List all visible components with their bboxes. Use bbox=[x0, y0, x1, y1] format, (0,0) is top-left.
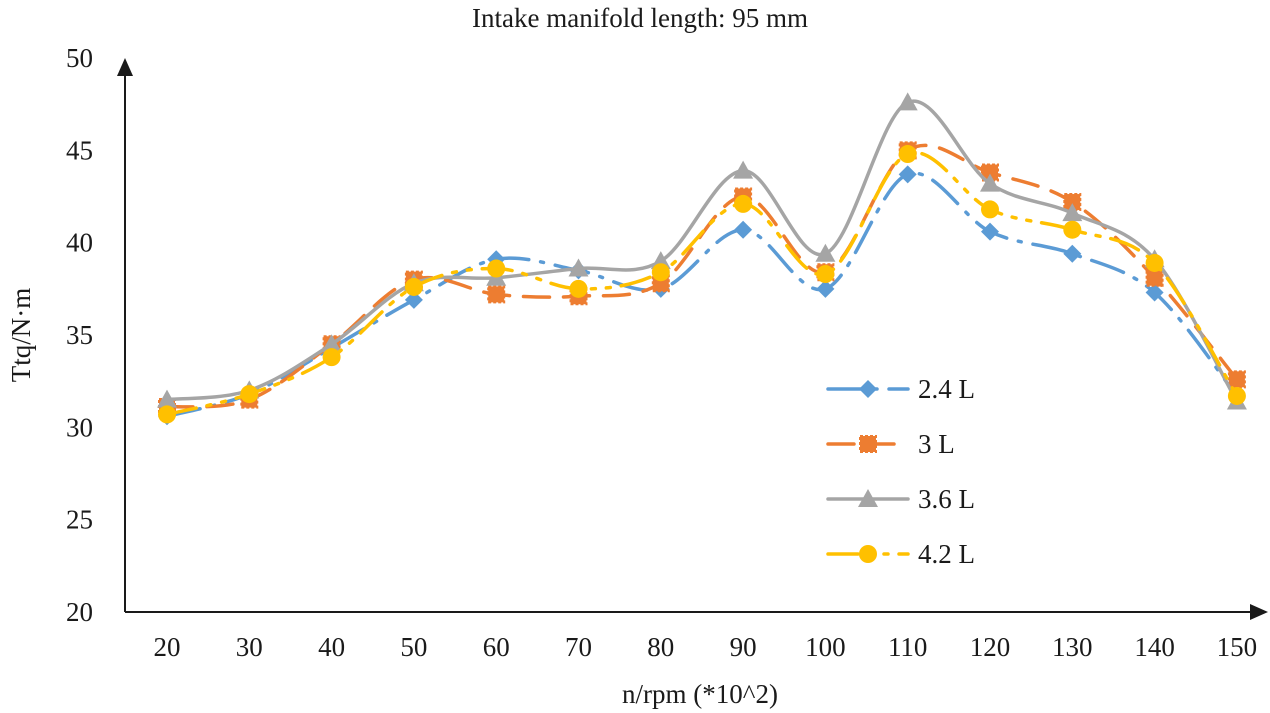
data-point-2-4l bbox=[898, 165, 917, 184]
x-tick-label: 100 bbox=[805, 632, 846, 662]
data-point-4-2l bbox=[734, 194, 753, 213]
series-2-4l bbox=[158, 165, 1246, 426]
series-3-6l bbox=[157, 92, 1247, 410]
legend-item-3l: 3 L bbox=[826, 429, 955, 459]
x-axis-label: n/rpm (*10^2) bbox=[622, 679, 778, 709]
x-tick-label: 140 bbox=[1134, 632, 1175, 662]
x-tick-label: 150 bbox=[1217, 632, 1258, 662]
chart-title: Intake manifold length: 95 mm bbox=[472, 3, 808, 33]
legend: 2.4 L 3 L 3.6 L 4.2 L bbox=[826, 374, 975, 569]
data-point-3-6l bbox=[815, 243, 836, 262]
y-tick-label: 30 bbox=[66, 412, 93, 442]
data-point-4-2l bbox=[1145, 253, 1164, 272]
data-point-4-2l bbox=[651, 263, 670, 282]
x-tick-label: 80 bbox=[647, 632, 674, 662]
y-tick-label: 25 bbox=[66, 505, 93, 535]
data-point-2-4l bbox=[816, 279, 835, 298]
x-tick-label: 30 bbox=[236, 632, 263, 662]
series-layer bbox=[157, 92, 1247, 426]
legend-label-4-2l: 4.2 L bbox=[918, 539, 975, 569]
x-tick-label: 20 bbox=[154, 632, 181, 662]
data-point-2-4l bbox=[1145, 283, 1164, 302]
data-point-4-2l bbox=[487, 259, 506, 278]
series-line-4-2l bbox=[165, 150, 1239, 417]
data-point-3-6l bbox=[1062, 203, 1083, 222]
y-tick-labels: 20 25 30 35 40 45 50 bbox=[66, 43, 93, 627]
data-point-3-6l bbox=[980, 173, 1000, 192]
x-tick-label: 130 bbox=[1052, 632, 1093, 662]
x-tick-label: 90 bbox=[730, 632, 757, 662]
legend-marker-3l bbox=[859, 435, 877, 453]
legend-label-3l: 3 L bbox=[918, 429, 955, 459]
legend-marker-2-4l bbox=[859, 380, 877, 398]
data-point-2-4l bbox=[734, 220, 753, 239]
x-tick-label: 120 bbox=[970, 632, 1011, 662]
x-axis-arrow bbox=[1250, 604, 1268, 620]
data-point-3l bbox=[487, 285, 506, 304]
data-point-3-6l bbox=[650, 251, 671, 270]
x-tick-label: 110 bbox=[888, 632, 928, 662]
data-point-4-2l bbox=[322, 348, 341, 367]
data-point-3-6l bbox=[733, 160, 754, 179]
data-point-4-2l bbox=[1227, 386, 1246, 405]
y-tick-label: 45 bbox=[66, 135, 93, 165]
legend-item-2-4l: 2.4 L bbox=[826, 374, 975, 404]
y-tick-label: 50 bbox=[66, 43, 93, 73]
x-tick-labels: 20 30 40 50 60 70 80 90 100 110 120 130 140 150 bbox=[154, 632, 1258, 662]
data-point-4-2l bbox=[981, 200, 999, 219]
data-point-2-4l bbox=[404, 290, 423, 309]
x-tick-label: 60 bbox=[483, 632, 510, 662]
data-point-3-6l bbox=[568, 258, 589, 277]
x-tick-label: 50 bbox=[400, 632, 427, 662]
y-tick-label: 40 bbox=[66, 228, 93, 258]
data-point-4-2l bbox=[158, 405, 176, 424]
legend-label-2-4l: 2.4 L bbox=[918, 374, 975, 404]
y-tick-label: 20 bbox=[66, 597, 93, 627]
legend-marker-4-2l bbox=[859, 545, 877, 563]
series-3l bbox=[158, 141, 1246, 417]
data-point-4-2l bbox=[816, 265, 835, 284]
x-tick-label: 40 bbox=[318, 632, 345, 662]
data-point-4-2l bbox=[404, 277, 423, 296]
data-point-4-2l bbox=[569, 279, 588, 298]
data-point-3-6l bbox=[897, 92, 918, 111]
series-line-2-4l bbox=[165, 171, 1239, 419]
data-point-4-2l bbox=[240, 385, 259, 404]
data-point-3-6l bbox=[157, 389, 177, 408]
series-4-2l bbox=[158, 145, 1246, 424]
data-point-3l bbox=[1145, 268, 1164, 287]
data-point-4-2l bbox=[898, 145, 917, 164]
legend-item-4-2l: 4.2 L bbox=[826, 539, 975, 569]
legend-item-3-6l: 3.6 L bbox=[826, 484, 975, 514]
x-tick-label: 70 bbox=[565, 632, 592, 662]
data-point-3-6l bbox=[321, 334, 342, 353]
y-axis-label: Ttq/N·m bbox=[6, 288, 36, 383]
legend-label-3-6l: 3.6 L bbox=[918, 484, 975, 514]
data-point-2-4l bbox=[1063, 244, 1082, 263]
data-point-3l bbox=[1227, 370, 1246, 389]
y-axis-arrow bbox=[117, 58, 133, 76]
y-tick-label: 35 bbox=[66, 320, 93, 350]
series-line-3l bbox=[165, 143, 1239, 409]
data-point-4-2l bbox=[1063, 220, 1082, 239]
legend-marker-3-6l bbox=[858, 489, 878, 507]
data-point-2-4l bbox=[981, 222, 999, 241]
